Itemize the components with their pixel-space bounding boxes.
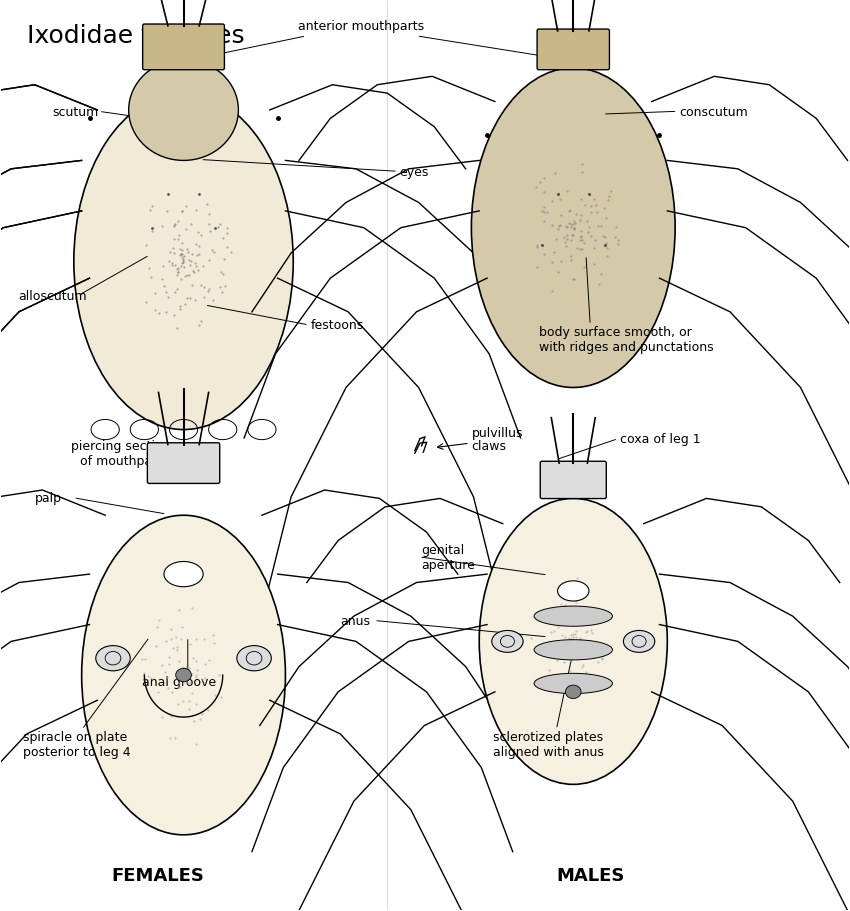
FancyBboxPatch shape: [537, 30, 609, 71]
Text: palp: palp: [36, 492, 62, 505]
Text: MALES: MALES: [556, 866, 625, 885]
Ellipse shape: [164, 562, 203, 587]
Text: eyes: eyes: [400, 166, 429, 179]
Text: pulvillus: pulvillus: [472, 426, 523, 439]
Ellipse shape: [565, 685, 581, 699]
FancyBboxPatch shape: [541, 462, 606, 499]
Text: festoons: festoons: [310, 319, 364, 333]
Text: sclerotized plates
aligned with anus: sclerotized plates aligned with anus: [493, 730, 604, 758]
Ellipse shape: [623, 630, 654, 652]
Ellipse shape: [176, 669, 191, 682]
Text: genital
aperture: genital aperture: [421, 543, 474, 571]
Text: conscutum: conscutum: [679, 106, 748, 118]
Ellipse shape: [534, 607, 613, 627]
Ellipse shape: [472, 69, 675, 388]
Ellipse shape: [128, 60, 238, 161]
Text: anus: anus: [340, 614, 371, 628]
FancyBboxPatch shape: [147, 444, 219, 484]
Text: FEMALES: FEMALES: [111, 866, 205, 885]
Ellipse shape: [534, 673, 613, 694]
Text: coxa of leg 1: coxa of leg 1: [620, 433, 700, 445]
Text: body surface smooth, or
with ridges and punctations: body surface smooth, or with ridges and …: [540, 325, 714, 353]
Ellipse shape: [558, 581, 589, 601]
Text: scutum: scutum: [52, 106, 99, 118]
Ellipse shape: [492, 630, 523, 652]
Text: Ixodidae features: Ixodidae features: [27, 24, 245, 48]
Ellipse shape: [96, 646, 130, 671]
Text: piercing sections
of mouthparts: piercing sections of mouthparts: [71, 439, 178, 467]
Text: anterior mouthparts: anterior mouthparts: [298, 20, 424, 33]
Ellipse shape: [74, 94, 293, 430]
Ellipse shape: [534, 640, 613, 660]
Text: spiracle on plate
posterior to leg 4: spiracle on plate posterior to leg 4: [23, 730, 130, 758]
Ellipse shape: [237, 646, 271, 671]
Ellipse shape: [82, 516, 286, 834]
FancyBboxPatch shape: [143, 25, 224, 71]
Text: claws: claws: [472, 440, 507, 453]
Ellipse shape: [479, 499, 667, 784]
Text: anal groove: anal groove: [142, 675, 217, 689]
Text: alloscutum: alloscutum: [19, 290, 87, 303]
